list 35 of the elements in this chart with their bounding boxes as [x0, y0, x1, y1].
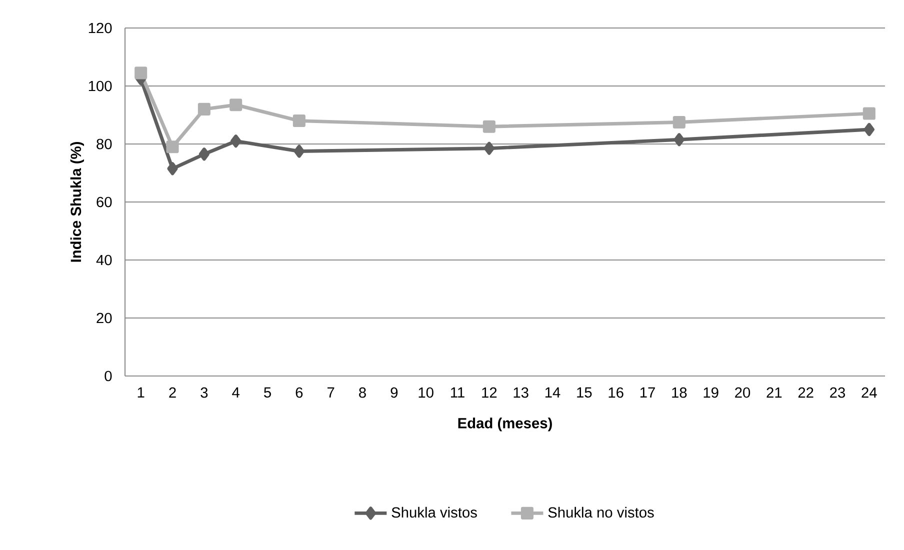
legend-label: Shukla vistos [392, 506, 477, 518]
x-tick-label: 14 [545, 387, 560, 398]
x-tick-label: 17 [640, 387, 655, 398]
x-tick-label: 20 [735, 387, 750, 398]
y-tick-label: 100 [88, 80, 112, 92]
x-tick-label: 22 [798, 387, 814, 398]
x-tick-label: 6 [296, 387, 303, 398]
x-tick-label: 2 [169, 387, 176, 398]
x-tick-label: 21 [766, 387, 782, 398]
x-tick-label: 23 [830, 387, 845, 398]
y-tick-label: 40 [96, 254, 112, 266]
x-tick-label: 24 [862, 387, 877, 398]
legend-label: Shukla no vistos [548, 506, 654, 518]
y-tick-label: 20 [96, 312, 112, 324]
x-tick-label: 8 [359, 387, 366, 398]
x-tick-label: 4 [232, 387, 240, 398]
x-tick-label: 5 [264, 387, 271, 398]
x-tick-label: 11 [451, 387, 464, 398]
y-tick-label: 0 [104, 370, 112, 382]
x-tick-label: 7 [328, 387, 334, 398]
x-tick-label: 15 [577, 387, 592, 398]
y-axis-title: Indice Shukla (%) [70, 142, 84, 262]
x-tick-label: 12 [482, 387, 497, 398]
x-tick-label: 3 [200, 387, 208, 398]
x-tick-label: 1 [138, 387, 144, 398]
x-axis-title: Edad (meses) [458, 418, 552, 432]
x-tick-label: 18 [672, 387, 687, 398]
x-tick-label: 10 [418, 387, 434, 398]
y-tick-label: 60 [96, 196, 112, 208]
y-tick-label: 120 [88, 22, 112, 34]
x-tick-label: 9 [390, 387, 398, 398]
x-tick-label: 13 [514, 387, 528, 398]
x-tick-label: 16 [608, 387, 624, 398]
y-tick-label: 80 [96, 138, 112, 150]
x-tick-label: 19 [704, 387, 718, 398]
